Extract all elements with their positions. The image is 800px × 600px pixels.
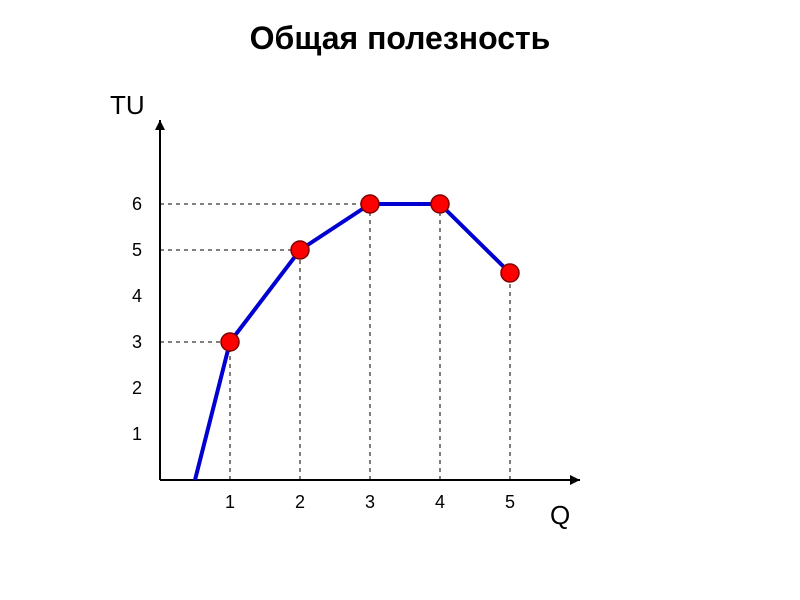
- x-tick-label: 5: [500, 492, 520, 513]
- y-tick-label: 5: [112, 240, 142, 261]
- chart-title: Общая полезность: [0, 20, 800, 57]
- y-tick-label: 4: [112, 286, 142, 307]
- x-tick-label: 1: [220, 492, 240, 513]
- y-tick-label: 2: [112, 378, 142, 399]
- chart-container: TU Q 123456 12345: [60, 80, 660, 560]
- x-tick-label: 2: [290, 492, 310, 513]
- x-tick-label: 4: [430, 492, 450, 513]
- chart-svg: [60, 80, 660, 560]
- y-tick-label: 1: [112, 424, 142, 445]
- x-tick-label: 3: [360, 492, 380, 513]
- y-tick-label: 6: [112, 194, 142, 215]
- y-tick-label: 3: [112, 332, 142, 353]
